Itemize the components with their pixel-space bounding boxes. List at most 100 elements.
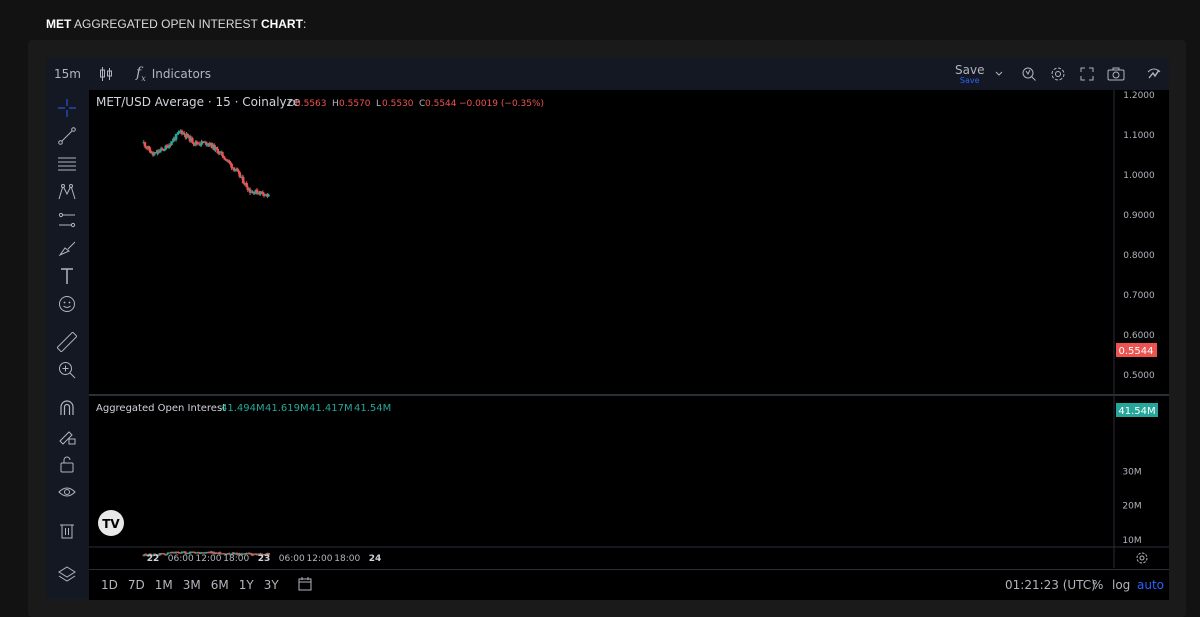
price-candle (162, 148, 165, 151)
price-tick-label: 1.1000 (1123, 131, 1155, 141)
tf-1d[interactable]: 1D (101, 578, 118, 592)
tradingview-logo-icon[interactable]: TV (98, 510, 124, 536)
price-candles (142, 129, 270, 199)
fullscreen-icon[interactable] (1080, 58, 1094, 90)
price-candle (246, 187, 250, 191)
tf-7d[interactable]: 7D (127, 578, 145, 592)
time-tick-label: 18:00 (334, 554, 360, 564)
drawing-toolbar (46, 90, 89, 599)
price-tick-label: 1.2000 (1123, 91, 1155, 101)
chevron-down-icon[interactable] (995, 58, 1003, 90)
chart-widget: 15m fx Indicators Save Save (46, 58, 1169, 600)
chart-area[interactable]: 1.2000 1.1000 1.0000 0.9000 0.8000 0.7000 0.60… (89, 90, 1169, 568)
tf-3y[interactable]: 3Y (263, 578, 279, 592)
tf-1m[interactable]: 1M (154, 578, 173, 592)
svg-text:41.619M: 41.619M (265, 403, 309, 414)
price-last-badge-text: 0.5544 (1119, 346, 1154, 357)
oi-candle (218, 552, 222, 555)
eye-icon[interactable] (56, 481, 78, 503)
price-candle (259, 191, 262, 195)
top-toolbar: 15m fx Indicators Save Save (46, 58, 1169, 90)
svg-text:0.5570: 0.5570 (339, 99, 371, 109)
oi-candle (177, 552, 180, 554)
prediction-icon[interactable] (56, 209, 78, 231)
price-candle (174, 133, 178, 140)
pattern-icon[interactable] (56, 181, 78, 203)
price-tick-label: 0.6000 (1123, 331, 1155, 341)
time-tick-label: 06:00 (168, 554, 194, 564)
oi-candle (249, 553, 253, 555)
price-scale[interactable]: 1.2000 1.1000 1.0000 0.9000 0.8000 0.7000 0.60… (1123, 91, 1155, 381)
bottom-toolbar: 1D 7D 1M 3M 6M 1Y 3Y 01:21:23 (UTC) % lo… (89, 569, 1169, 600)
candles-icon[interactable] (99, 58, 113, 90)
price-candle (191, 137, 194, 143)
axis-settings-icon[interactable] (1136, 552, 1148, 564)
price-candle (229, 162, 232, 164)
oi-candle (230, 553, 233, 555)
oi-candle (267, 552, 270, 555)
oi-candle (193, 551, 196, 553)
time-tick-label: 24 (369, 554, 382, 564)
indicators-button[interactable]: fx Indicators (136, 65, 211, 83)
price-candle (222, 155, 225, 158)
oi-candle (180, 551, 184, 554)
zoom-in-icon[interactable] (56, 359, 78, 381)
oi-scale[interactable]: 10M 20M 30M (1122, 467, 1141, 545)
unlock-icon[interactable] (56, 453, 78, 475)
oi-tick-label: 20M (1122, 502, 1141, 512)
price-candle (180, 130, 184, 135)
layers-icon[interactable] (56, 563, 78, 585)
price-last-badge (1116, 343, 1157, 357)
price-candle (253, 192, 257, 194)
percent-toggle[interactable]: % (1092, 578, 1104, 592)
price-candle (169, 145, 172, 147)
price-candle (170, 141, 173, 146)
trash-icon[interactable] (56, 519, 78, 541)
oi-candle (164, 554, 168, 556)
price-candle (143, 142, 147, 147)
camera-icon[interactable] (1107, 58, 1125, 90)
time-axis[interactable]: 22 06:00 12:00 18:00 23 06:00 12:00 18:00 24 (147, 554, 382, 564)
fib-lines-icon[interactable] (56, 153, 78, 175)
interval-button[interactable]: 15m (54, 67, 81, 81)
price-candle (267, 194, 270, 197)
oi-legend-values: 41.494M 41.619M 41.417M 41.54M (221, 403, 391, 414)
time-tick-label: 18:00 (223, 554, 249, 564)
tf-3m[interactable]: 3M (182, 578, 201, 592)
trend-line-icon[interactable] (56, 125, 78, 147)
oi-last-badge-text: 41.54M (1118, 406, 1155, 417)
price-candle (216, 148, 220, 154)
price-candle (215, 147, 218, 149)
oi-candle (265, 555, 268, 557)
price-candle (172, 138, 176, 142)
svg-text:O: O (288, 99, 295, 109)
replay-icon[interactable] (1021, 58, 1037, 90)
timeframe-buttons: 1D 7D 1M 3M 6M 1Y 3Y (101, 570, 313, 600)
log-toggle[interactable]: log (1112, 578, 1131, 592)
save-button[interactable]: Save Save (955, 62, 985, 85)
magnet-icon[interactable] (56, 397, 78, 419)
lock-drawing-icon[interactable] (56, 425, 78, 447)
tf-1y[interactable]: 1Y (238, 578, 254, 592)
oi-candle (144, 553, 148, 555)
publish-icon[interactable] (1146, 58, 1162, 90)
ruler-icon[interactable] (56, 331, 78, 353)
svg-text:41.494M: 41.494M (221, 403, 265, 414)
price-candle (197, 143, 201, 145)
brush-icon[interactable] (56, 237, 78, 259)
text-icon[interactable] (56, 265, 78, 287)
time-tick-label: 12:00 (307, 554, 333, 564)
price-candle (255, 189, 259, 194)
oi-last-badge (1116, 403, 1158, 417)
tf-6m[interactable]: 6M (210, 578, 229, 592)
calendar-range-icon[interactable] (297, 576, 313, 595)
gear-icon[interactable] (1050, 58, 1066, 90)
clock-readout[interactable]: 01:21:23 (UTC) (1005, 578, 1096, 592)
auto-toggle[interactable]: auto (1137, 578, 1165, 592)
price-candle (223, 157, 226, 160)
price-candle (200, 141, 203, 145)
svg-text:C: C (419, 99, 425, 109)
crosshair-icon[interactable] (56, 97, 78, 119)
price-candle (177, 131, 180, 134)
emoji-icon[interactable] (56, 293, 78, 315)
